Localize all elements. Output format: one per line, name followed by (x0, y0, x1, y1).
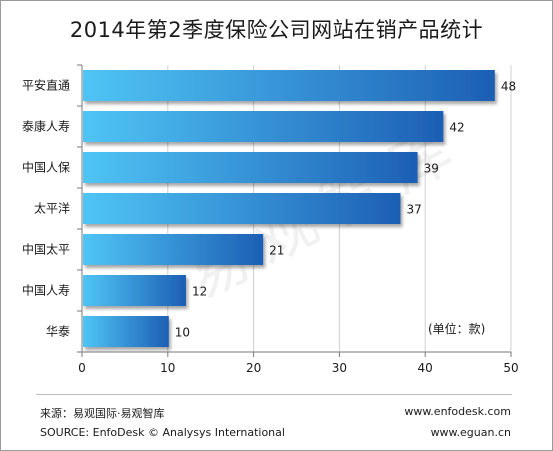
website-eguan: www.eguan.cn (430, 426, 511, 439)
bar (83, 111, 444, 142)
value-label: 10 (175, 326, 190, 340)
source-cn: 来源：易观国际·易观智库 (40, 407, 165, 420)
x-tick-label: 40 (418, 361, 433, 375)
bars (83, 70, 495, 347)
category-label: 中国太平 (22, 242, 70, 257)
value-label: 39 (424, 162, 439, 176)
value-label: 42 (449, 121, 464, 135)
bar (83, 152, 418, 183)
x-tick-label: 0 (78, 361, 86, 375)
category-label: 中国人保 (22, 160, 70, 175)
unit-label: (单位：款) (428, 322, 486, 336)
x-tick-label: 20 (246, 361, 261, 375)
x-tick-label: 30 (332, 361, 347, 375)
category-label: 华泰 (46, 325, 70, 339)
bar (83, 70, 495, 101)
category-label: 泰康人寿 (22, 119, 70, 134)
value-label: 37 (406, 203, 421, 217)
website-enfodesk: www.enfodesk.com (404, 405, 511, 418)
footer-divider (36, 394, 512, 395)
labels: 0 10 20 30 40 50 平安直通 48 泰康人寿 42 中国人保 39 太平洋 37 中国太平 21… (22, 78, 519, 376)
x-tick-label: 10 (160, 361, 175, 375)
bar (83, 316, 169, 347)
value-label: 48 (501, 80, 516, 94)
bar (83, 193, 401, 224)
axes (77, 64, 512, 357)
value-label: 12 (192, 285, 207, 299)
chart-title: 2014年第2季度保险公司网站在销产品统计 (69, 18, 484, 42)
source-en: SOURCE: EnfoDesk © Analysys Internationa… (40, 426, 285, 439)
value-label: 21 (269, 244, 284, 258)
category-label: 平安直通 (22, 78, 70, 93)
bar (83, 234, 264, 265)
x-tick-label: 50 (503, 361, 518, 375)
category-label: 中国人寿 (22, 283, 70, 298)
bar (83, 275, 186, 306)
category-label: 太平洋 (34, 201, 70, 216)
